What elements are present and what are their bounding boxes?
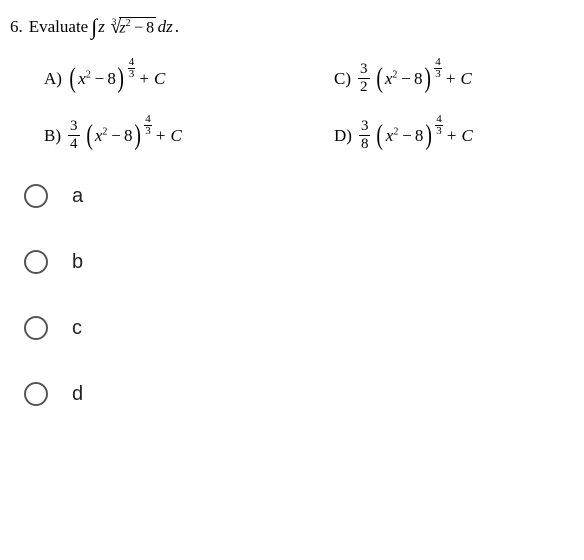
paren-expr: ( x2 − 8 ) [68,63,126,95]
integrand-z: z [98,17,105,37]
paren-expr: ( x2 − 8 ) [375,63,433,95]
exponent: 43 [433,57,443,80]
choice-label: B) [44,126,61,146]
option-c[interactable]: c [24,316,574,340]
paren-expr: ( x2 − 8 ) [375,120,433,152]
period: . [175,17,179,37]
choice-a: A) ( x2 − 8 ) 43 + C [44,62,284,95]
radio-icon[interactable] [24,184,48,208]
constant: + C [138,69,165,89]
paren-expr: ( x2 − 8 ) [85,120,143,152]
exponent: 43 [434,114,444,137]
radio-icon[interactable] [24,250,48,274]
leading-fraction: 3 2 [358,62,370,95]
choice-d: D) 3 8 ( x2 − 8 ) 43 + C [334,119,574,152]
differential: dz [158,17,173,37]
question-prompt: 6. Evaluate ∫ z 3 √ z2 − 8 dz . [10,14,574,40]
option-label: b [72,251,83,274]
root-index: 3 [112,17,117,27]
option-b[interactable]: b [24,250,574,274]
option-label: c [72,317,82,340]
option-d[interactable]: d [24,382,574,406]
cube-root: 3 √ z2 − 8 [106,17,156,37]
answers-grid: A) ( x2 − 8 ) 43 + C C) 3 2 ( x2 − 8 ) 4… [44,62,574,152]
choice-label: C) [334,69,351,89]
integral-expr: ∫ z 3 √ z2 − 8 dz . [91,14,179,40]
choice-label: D) [334,126,352,146]
choice-c: C) 3 2 ( x2 − 8 ) 43 + C [334,62,574,95]
option-label: d [72,383,83,406]
constant: + C [446,126,473,146]
radio-icon[interactable] [24,316,48,340]
leading-fraction: 3 8 [359,119,371,152]
constant: + C [445,69,472,89]
leading-fraction: 3 4 [68,119,80,152]
choice-label: A) [44,69,62,89]
option-a[interactable]: a [24,184,574,208]
option-label: a [72,185,83,208]
exponent: 43 [127,57,137,80]
choice-b: B) 3 4 ( x2 − 8 ) 43 + C [44,119,284,152]
options-list: a b c d [24,184,574,406]
integral-sign: ∫ [91,14,97,40]
radio-icon[interactable] [24,382,48,406]
exponent: 43 [143,114,153,137]
question-verb: Evaluate [29,17,88,37]
question-number: 6. [10,17,23,37]
constant: + C [155,126,182,146]
